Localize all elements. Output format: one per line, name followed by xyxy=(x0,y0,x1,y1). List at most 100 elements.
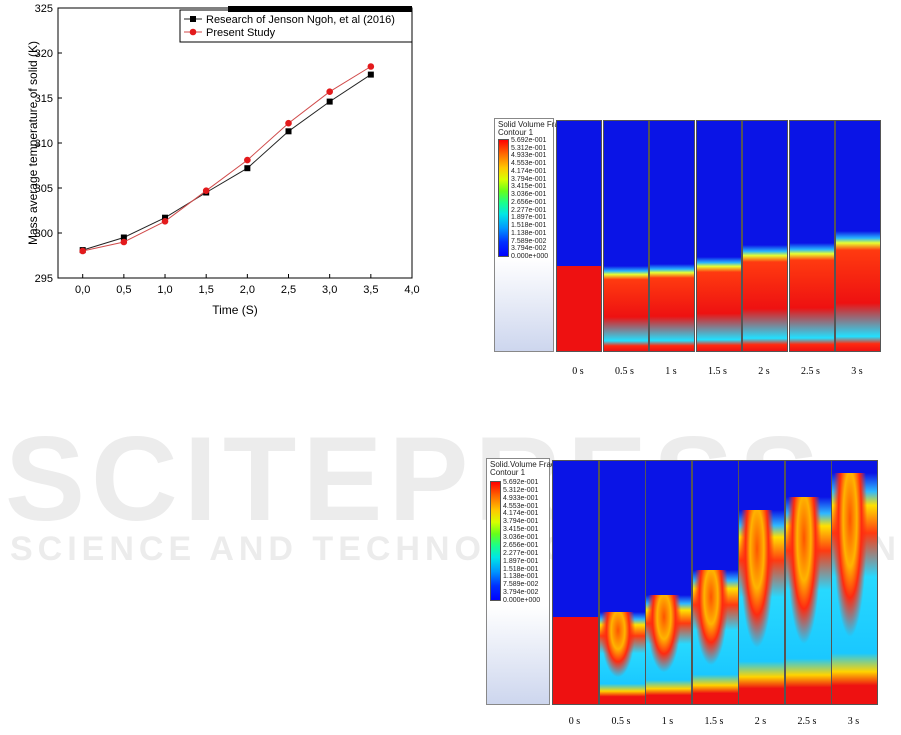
colorbar-tick-label: 3.036e-001 xyxy=(503,534,539,542)
solid-region xyxy=(603,265,648,351)
x-tick-label: 4,0 xyxy=(404,284,419,296)
colorbar-tick-label: 4.553e-001 xyxy=(511,160,547,168)
x-tick-label: 1,0 xyxy=(157,284,172,296)
time-label: 2.5 s xyxy=(797,716,817,727)
contour-column xyxy=(602,120,649,352)
legend-top-bar xyxy=(228,6,412,12)
legend-title-bottom: Solid.Volume Fraction xyxy=(490,460,568,469)
colorbar-tick-label: 1.897e-001 xyxy=(511,214,547,222)
colorbar-tick-label: 3.794e-001 xyxy=(503,518,539,526)
contour-column xyxy=(738,460,785,705)
solid-region xyxy=(696,256,741,351)
contour-column xyxy=(831,460,878,705)
y-tick-label: 320 xyxy=(35,48,53,60)
colorbar-tick-label: 1.518e-001 xyxy=(511,222,547,230)
contour-column xyxy=(649,120,695,352)
plot-frame xyxy=(57,7,413,279)
colorbar-tick-label: 4.174e-001 xyxy=(511,167,547,175)
time-label: 0.5 s xyxy=(615,366,634,377)
colorbar-tick-label: 5.312e-001 xyxy=(503,486,539,494)
colorbar-tick-label: 7.589e-002 xyxy=(503,581,539,589)
series-line-0 xyxy=(82,74,372,251)
time-label: 2 s xyxy=(754,716,767,727)
contour-legend-top: Solid Volume Fraction Contour 1 5.692e-0… xyxy=(494,118,576,352)
colorbar-tick-label: 7.589e-002 xyxy=(511,237,547,245)
y-tick-label: 315 xyxy=(35,93,53,105)
time-label: 3 s xyxy=(851,366,863,377)
x-tick-label: 1,5 xyxy=(199,284,214,296)
legend-label: Research of Jenson Ngoh, et al (2016) xyxy=(206,14,395,26)
contour-column xyxy=(556,120,602,352)
contour-column xyxy=(691,460,739,705)
solid-region xyxy=(743,245,787,351)
solid-region xyxy=(557,265,601,351)
colorbar-tick-label: 3.794e-002 xyxy=(503,589,539,597)
data-point-square xyxy=(162,214,169,221)
solid-region xyxy=(789,242,834,351)
solid-region xyxy=(599,611,645,704)
legend-title-top: Solid Volume Fraction xyxy=(498,120,576,129)
colorbar-top xyxy=(498,139,509,257)
solid-region xyxy=(785,497,831,704)
y-tick-label: 325 xyxy=(35,3,53,15)
colorbar-tick-label: 3.036e-001 xyxy=(511,191,547,199)
colorbar-tick-label: 3.794e-002 xyxy=(511,245,547,253)
time-label: 2 s xyxy=(758,366,770,377)
series-line-1 xyxy=(82,66,372,252)
data-point-square xyxy=(285,128,292,135)
x-axis-label: Time (S) xyxy=(212,303,258,317)
colorbar-tick-label: 3.794e-001 xyxy=(511,175,547,183)
colorbar-tick-label: 4.174e-001 xyxy=(503,510,539,518)
solid-region xyxy=(739,509,784,704)
data-point-square xyxy=(326,98,333,105)
y-axis-label: Mass average temperature of solid (K) xyxy=(26,41,40,245)
y-tick-label: 295 xyxy=(35,273,53,285)
colorbar-tick-label: 1.138e-001 xyxy=(503,573,539,581)
x-tick-label: 3,5 xyxy=(363,284,378,296)
colorbar-tick-label: 4.933e-001 xyxy=(511,152,547,160)
contour-column xyxy=(645,460,692,705)
x-tick-label: 0,0 xyxy=(75,284,90,296)
data-point-square xyxy=(120,234,127,241)
colorbar-tick-label: 3.415e-001 xyxy=(503,526,539,534)
time-label: 1.5 s xyxy=(704,716,724,727)
legend-subtitle-top: Contour 1 xyxy=(498,128,534,137)
colorbar-tick-label: 2.277e-001 xyxy=(503,549,539,557)
colorbar-tick-label: 2.656e-001 xyxy=(503,541,539,549)
data-point-square xyxy=(367,71,374,78)
legend-box xyxy=(179,9,413,43)
colorbar-tick-label: 4.933e-001 xyxy=(503,494,539,502)
data-point-square xyxy=(244,165,251,172)
contour-column xyxy=(742,120,788,352)
contour-column xyxy=(695,120,742,352)
colorbar-tick-label: 5.692e-001 xyxy=(503,479,539,486)
data-point-circle xyxy=(161,218,169,225)
time-label: 1.5 s xyxy=(708,366,727,377)
y-tick-label: 300 xyxy=(35,228,53,240)
data-point-circle xyxy=(79,247,86,255)
contour-legend-bottom: Solid.Volume Fraction Contour 1 5.692e-0… xyxy=(486,458,568,705)
legend-label: Present Study xyxy=(206,27,276,39)
contour-panel-bottom: Solid.Volume Fraction Contour 1 5.692e-0… xyxy=(486,458,886,728)
legend-subtitle-bottom: Contour 1 xyxy=(490,468,526,477)
data-point-circle xyxy=(367,63,375,70)
data-point-circle xyxy=(244,156,251,164)
contour-column xyxy=(552,460,599,705)
time-label: 1 s xyxy=(661,716,674,727)
solid-region xyxy=(692,570,738,704)
x-tick-label: 0,5 xyxy=(116,284,131,296)
solid-region xyxy=(836,231,880,351)
x-tick-label: 2,5 xyxy=(281,284,296,296)
colorbar-tick-label: 4.553e-001 xyxy=(503,502,539,510)
solid-region xyxy=(553,616,598,704)
contour-column xyxy=(598,460,646,705)
contour-column xyxy=(788,120,835,352)
time-label: 2.5 s xyxy=(801,366,820,377)
time-label: 3 s xyxy=(847,716,860,727)
colorbar-tick-label: 5.692e-001 xyxy=(511,137,547,144)
solid-region xyxy=(650,263,694,351)
legend-marker-square xyxy=(190,16,196,22)
colorbar-tick-label: 5.312e-001 xyxy=(511,144,547,152)
data-point-circle xyxy=(326,88,333,95)
